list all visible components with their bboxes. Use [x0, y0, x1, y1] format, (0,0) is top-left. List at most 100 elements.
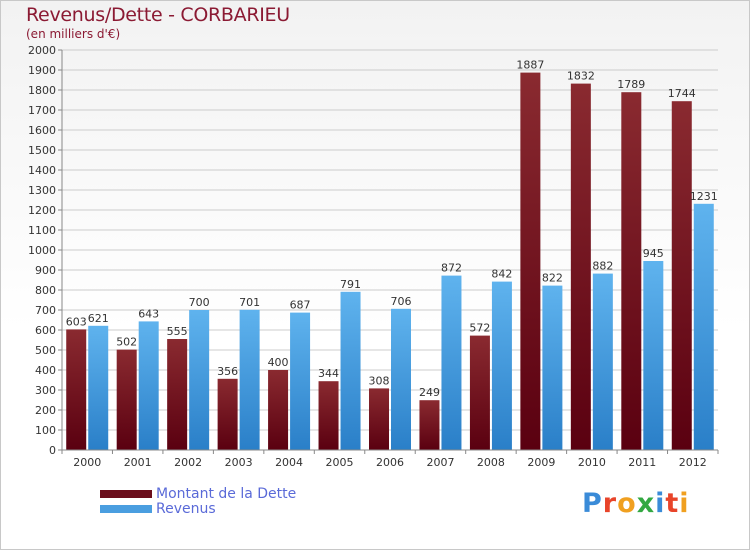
bar-revenus — [239, 309, 260, 450]
value-label-dette: 502 — [116, 336, 137, 349]
bar-revenus — [88, 325, 109, 450]
value-label-dette: 555 — [167, 325, 188, 338]
grid-layer — [62, 49, 718, 451]
value-label-dette: 572 — [469, 322, 490, 335]
value-label-revenus: 842 — [491, 268, 512, 281]
y-tick-label: 1600 — [28, 124, 56, 137]
value-label-revenus: 643 — [138, 307, 159, 320]
proxiti-logo: Proxiti — [582, 488, 690, 519]
bar-revenus — [441, 275, 462, 450]
y-tick-label: 2000 — [28, 44, 56, 57]
y-tick-label: 800 — [35, 284, 56, 297]
y-tick-label: 1900 — [28, 64, 56, 77]
y-tick-label: 1000 — [28, 244, 56, 257]
value-label-dette: 249 — [419, 386, 440, 399]
x-tick-label: 2012 — [679, 456, 707, 469]
bar-dette — [66, 329, 87, 450]
x-tick-label: 2001 — [124, 456, 152, 469]
bar-revenus — [290, 312, 311, 450]
bar-revenus — [693, 203, 714, 450]
logo-letter: o — [617, 488, 637, 519]
legend-label-revenus: Revenus — [156, 500, 216, 517]
x-tick-label: 2000 — [73, 456, 101, 469]
logo-letter: P — [582, 488, 603, 519]
y-tick-label: 1100 — [28, 224, 56, 237]
y-tick-label: 1500 — [28, 144, 56, 157]
y-tick-label: 0 — [49, 444, 56, 457]
y-tick-label: 1300 — [28, 184, 56, 197]
value-label-dette: 400 — [268, 356, 289, 369]
bar-dette — [318, 381, 339, 450]
x-tick-label: 2009 — [527, 456, 555, 469]
y-tick-label: 300 — [35, 384, 56, 397]
bar-dette — [217, 378, 238, 450]
bar-revenus — [542, 285, 563, 450]
y-tick-label: 700 — [35, 304, 56, 317]
value-label-revenus: 1231 — [690, 190, 718, 203]
bar-revenus — [643, 261, 664, 450]
x-tick-label: 2011 — [628, 456, 656, 469]
value-label-dette: 344 — [318, 367, 339, 380]
y-tick-label: 1400 — [28, 164, 56, 177]
y-tick-label: 400 — [35, 364, 56, 377]
bar-revenus — [592, 273, 613, 450]
y-tick-label: 900 — [35, 264, 56, 277]
value-label-dette: 1744 — [668, 87, 696, 100]
value-label-revenus: 700 — [189, 296, 210, 309]
value-label-dette: 1789 — [617, 78, 645, 91]
bar-revenus — [138, 321, 159, 450]
legend-label-dette: Montant de la Dette — [156, 485, 297, 502]
bar-dette — [419, 400, 440, 450]
x-tick-label: 2007 — [426, 456, 454, 469]
legend-item-dette: Montant de la Dette — [100, 485, 297, 502]
y-tick-label: 600 — [35, 324, 56, 337]
bar-dette — [268, 370, 289, 450]
x-tick-label: 2002 — [174, 456, 202, 469]
x-tick-label: 2005 — [326, 456, 354, 469]
bar-dette — [671, 101, 692, 450]
legend-swatch-dette — [100, 489, 152, 498]
value-label-revenus: 706 — [391, 295, 412, 308]
value-label-dette: 603 — [66, 315, 87, 328]
legend-item-revenus: Revenus — [100, 500, 296, 517]
x-tick-label: 2008 — [477, 456, 505, 469]
value-label-revenus: 701 — [239, 296, 260, 309]
y-tick-label: 500 — [35, 344, 56, 357]
chart-title: Revenus/Dette - CORBARIEU — [26, 4, 290, 26]
value-label-revenus: 945 — [643, 247, 664, 260]
legend: Montant de la Dette Revenus — [100, 485, 297, 517]
x-tick-label: 2004 — [275, 456, 303, 469]
logo-letter: r — [602, 488, 618, 519]
bar-dette — [369, 388, 389, 450]
bar-revenus — [189, 310, 210, 450]
legend-swatch-revenus — [100, 504, 152, 513]
value-label-dette: 1887 — [516, 59, 544, 72]
axis-layer: 0 100 200 300 400 500 600 700 800 900 1000 1100 1200… — [28, 44, 719, 469]
x-tick-label: 2003 — [225, 456, 253, 469]
labels-layer: 603 621 502 643 555 700 356 701 400 687 344 791 308 7… — [66, 59, 718, 400]
y-tick-label: 1800 — [28, 84, 56, 97]
bars-layer — [66, 72, 714, 450]
value-label-revenus: 872 — [441, 262, 462, 275]
bar-dette — [469, 335, 490, 450]
value-label-dette: 308 — [369, 374, 390, 387]
bar-revenus — [340, 291, 361, 450]
chart-subtitle: (en milliers d'€) — [26, 27, 121, 41]
value-label-revenus: 791 — [340, 278, 361, 291]
bar-revenus — [391, 308, 411, 450]
value-label-dette: 1832 — [567, 70, 595, 83]
value-label-revenus: 687 — [290, 299, 311, 312]
logo-letter: i — [679, 488, 690, 519]
value-label-revenus: 621 — [88, 312, 109, 325]
x-tick-label: 2010 — [578, 456, 606, 469]
bar-dette — [116, 349, 137, 450]
bar-dette — [167, 339, 188, 450]
value-label-dette: 356 — [217, 365, 238, 378]
y-tick-label: 1200 — [28, 204, 56, 217]
bar-dette — [570, 83, 591, 450]
y-tick-label: 100 — [35, 424, 56, 437]
y-tick-label: 200 — [35, 404, 56, 417]
y-tick-label: 1700 — [28, 104, 56, 117]
logo-letter: x — [636, 488, 656, 519]
